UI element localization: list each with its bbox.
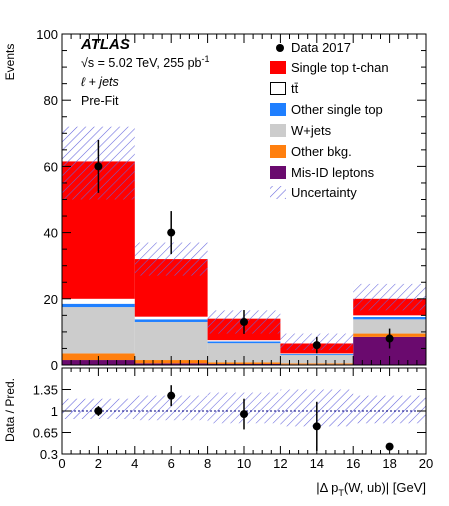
legend-item-single-top-t-chan: Single top t-chan (270, 60, 389, 75)
bar-4-bin-0 (62, 298, 135, 304)
x-ticks-main (61, 34, 427, 365)
x-ticks-ratio: 0 2 4 6 8 10 12 14 16 18 20 (58, 368, 433, 471)
x-tick-label-4: 8 (204, 456, 211, 471)
y-ticks-main: 0 20 40 60 80 100 (36, 27, 426, 373)
legend-swatch-misid-leptons (270, 166, 286, 179)
data-point-1 (167, 228, 176, 237)
bar-4-bin-4 (353, 315, 426, 318)
y-tick-label-4: 80 (44, 93, 58, 108)
bar-2-bin-2 (207, 343, 281, 363)
legend-item-ttbar: tt̄ (270, 81, 299, 96)
ratio-y-tick-label-0: 0.3 (40, 447, 58, 462)
bar-4-bin-2 (207, 340, 281, 342)
bar-4-bin-1 (134, 316, 208, 320)
ratio-panel: 0.3 0.65 1 1.35 0 2 4 6 8 10 12 14 16 18 20 Data / Pr… (3, 367, 433, 498)
legend-label-uncertainty: Uncertainty (291, 185, 357, 200)
legend-swatch-uncertainty (270, 186, 286, 199)
x-axis-label: |Δ pT(W, ub)| [GeV] (316, 480, 426, 498)
legend-marker-data (276, 44, 284, 52)
bar-2-bin-4 (353, 319, 426, 334)
data-point-0 (94, 162, 103, 171)
x-tick-label-6: 12 (273, 456, 287, 471)
data-point-4 (385, 334, 394, 343)
legend-label-other-single-top: Other single top (291, 102, 383, 117)
legend-label-wjets: W+jets (291, 123, 332, 138)
legend-item-data: Data 2017 (276, 40, 351, 55)
x-tick-label-3: 6 (168, 456, 175, 471)
ratio-y-axis-label: Data / Pred. (3, 378, 17, 442)
x-tick-label-9: 18 (382, 456, 396, 471)
legend-item-other-single-top: Other single top (270, 102, 383, 117)
legend-label-misid-leptons: Mis-ID leptons (291, 165, 375, 180)
stage-label: Pre-Fit (81, 94, 119, 108)
legend-label-single-top-t-chan: Single top t-chan (291, 60, 389, 75)
ratio-point-2 (240, 410, 248, 419)
legend-item-wjets: W+jets (270, 123, 332, 138)
bar-4-bin-3 (280, 353, 354, 355)
ratio-uncertainty-bin-4 (353, 395, 426, 424)
ratio-y-tick-label-3: 1.35 (33, 383, 58, 398)
legend-label-other-bkg: Other bkg. (291, 144, 352, 159)
y-tick-label-2: 40 (44, 226, 58, 241)
bar-3-bin-1 (134, 319, 208, 322)
y-tick-label-1: 20 (44, 292, 58, 307)
legend-label-data: Data 2017 (291, 40, 351, 55)
y-tick-label-0: 0 (51, 358, 58, 373)
y-axis-label: Events (3, 44, 17, 81)
x-tick-label-2: 4 (131, 456, 138, 471)
energy-lumi-label: √s = 5.02 TeV, 255 pb-1 (81, 54, 210, 70)
ratio-y-tick-label-2: 1 (51, 404, 58, 419)
x-tick-label-5: 10 (237, 456, 251, 471)
bar-3-bin-0 (62, 303, 135, 308)
bar-3-bin-4 (353, 317, 426, 320)
bar-2-bin-0 (62, 307, 135, 354)
ratio-point-0 (94, 407, 103, 415)
legend-label-ttbar: tt̄ (291, 81, 299, 96)
bar-2-bin-1 (134, 321, 208, 361)
legend-swatch-wjets (270, 124, 286, 137)
atlas-info: ATLAS √s = 5.02 TeV, 255 pb-1 ℓ + jets P… (80, 36, 210, 108)
x-tick-label-7: 14 (310, 456, 324, 471)
uncertainty-band-bin-4 (353, 283, 426, 311)
data-points (94, 139, 394, 354)
atlas-label: ATLAS (80, 36, 130, 53)
x-tick-label-0: 0 (58, 456, 65, 471)
channel-label: ℓ + jets (81, 75, 119, 89)
y-tick-label-5: 100 (36, 27, 58, 42)
bar-3-bin-3 (280, 354, 354, 356)
legend-swatch-other-single-top (270, 103, 286, 116)
legend-swatch-ttbar (270, 82, 286, 95)
ratio-point-3 (312, 422, 321, 431)
ratio-y-tick-label-1: 0.65 (33, 426, 58, 441)
data-point-3 (312, 341, 321, 350)
data-point-2 (240, 317, 248, 326)
legend-swatch-other-bkg (270, 145, 286, 158)
main-panel: 0 20 40 60 80 100 Events ATLAS √s = 5.02 TeV,… (3, 27, 427, 373)
legend-item-other-bkg: Other bkg. (270, 144, 352, 159)
legend-item-uncertainty: Uncertainty (270, 185, 357, 200)
legend: Data 2017 Single top t-chan tt̄ Other si… (270, 40, 389, 200)
x-tick-label-1: 2 (95, 456, 102, 471)
legend-swatch-single-top-t-chan (270, 61, 286, 74)
bar-3-bin-2 (207, 341, 281, 344)
ratio-point-1 (167, 391, 176, 400)
y-tick-label-3: 60 (44, 159, 58, 174)
x-tick-label-10: 20 (419, 456, 433, 471)
legend-item-misid-leptons: Mis-ID leptons (270, 165, 375, 180)
y-ticks-ratio: 0.3 0.65 1 1.35 (33, 383, 426, 462)
x-tick-label-8: 16 (346, 456, 360, 471)
